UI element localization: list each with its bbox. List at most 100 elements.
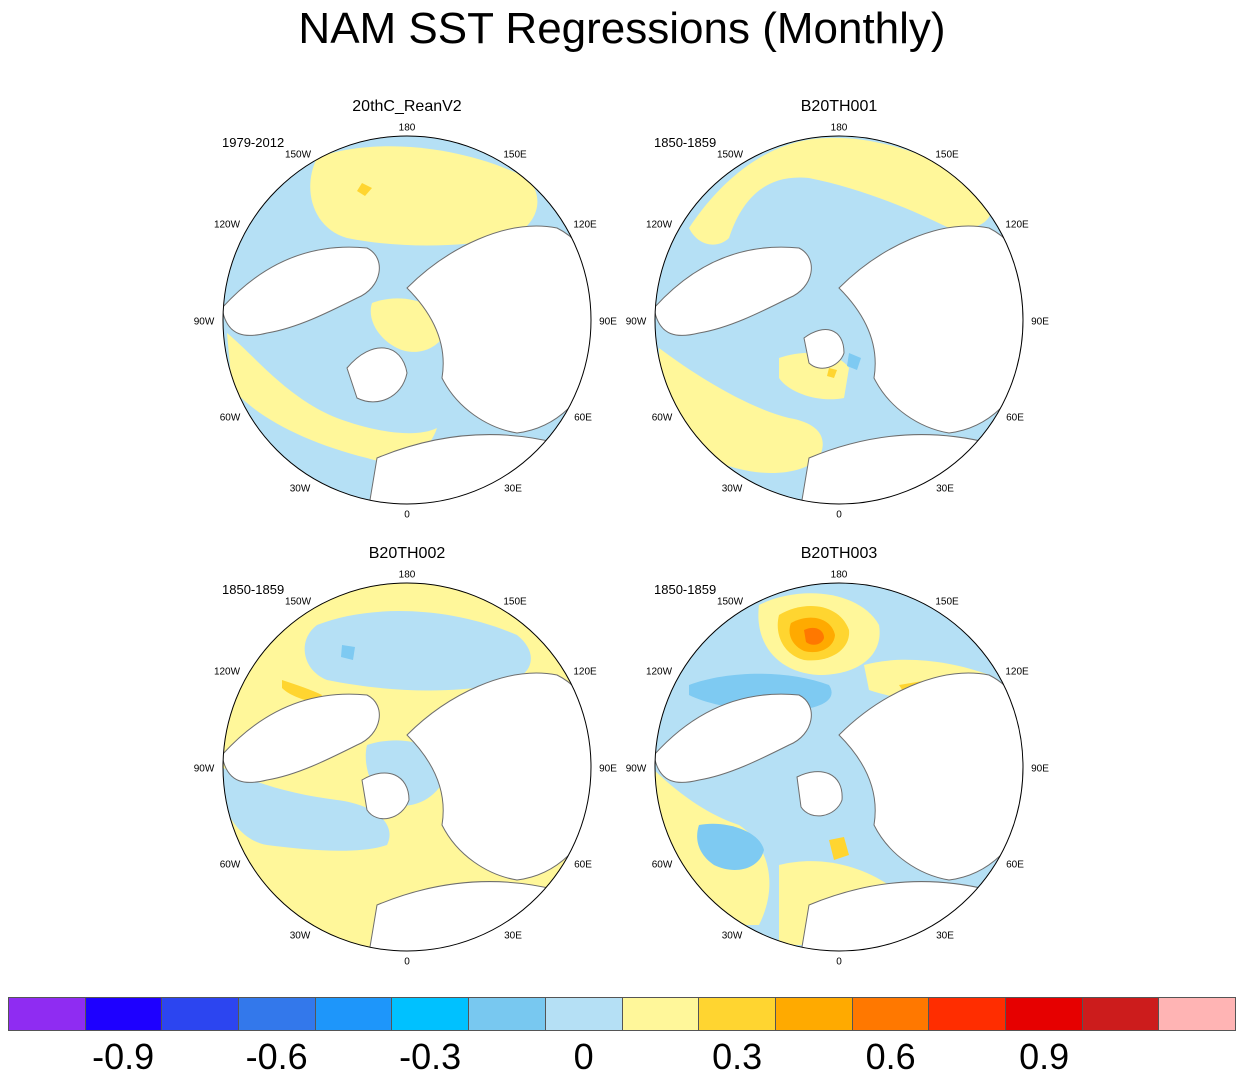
colorbar-label: 0.3	[712, 1036, 763, 1077]
period-label: 1850-1859	[654, 582, 717, 597]
colorbar-swatch	[852, 998, 930, 1030]
period-label: 1979-2012	[222, 135, 285, 150]
lon-label: 30E	[936, 930, 954, 942]
polar-map	[654, 135, 1024, 505]
lon-label: 60E	[574, 412, 592, 424]
lon-label: 120W	[213, 219, 241, 231]
lon-label: 0	[404, 509, 410, 521]
lon-label: 30W	[289, 483, 311, 495]
lon-label: 30E	[504, 930, 522, 942]
colorbar-label: -0.3	[399, 1036, 462, 1077]
figure-title: NAM SST Regressions (Monthly)	[298, 4, 946, 53]
pos-moderate	[827, 368, 837, 378]
positive-anomaly	[310, 146, 538, 246]
lon-label: 30W	[721, 483, 743, 495]
lon-label: 150E	[935, 596, 959, 608]
colorbar-swatch	[622, 998, 700, 1030]
lon-label: 30E	[504, 483, 522, 495]
lon-label: 150W	[284, 596, 312, 608]
map-panel-1: 20thC_ReanV2 1979-2012 180 150E 120E 90E…	[193, 98, 617, 538]
positive-anomaly	[357, 183, 372, 196]
colorbar-swatch	[1159, 998, 1235, 1030]
panel-title: B20TH002	[368, 545, 446, 562]
polar-map	[222, 582, 592, 952]
lon-label: 0	[404, 956, 410, 968]
map-panel-4: B20TH003 1850-1859 180 150E 120E 90E 60E…	[625, 545, 1049, 985]
colorbar-swatch	[162, 998, 240, 1030]
colorbar-swatch	[9, 998, 86, 1030]
lon-label: 120E	[573, 666, 597, 678]
lon-label: 180	[830, 569, 848, 581]
lon-label: 120W	[645, 666, 673, 678]
colorbar	[8, 997, 1236, 1031]
lon-label: 60E	[1006, 859, 1024, 871]
lon-label: 60E	[1006, 412, 1024, 424]
pos-strongest	[804, 627, 824, 645]
lon-label: 180	[398, 122, 416, 134]
pos-moderate	[829, 837, 849, 860]
polar-map	[222, 135, 592, 505]
lon-label: 90E	[599, 316, 617, 328]
lon-label: 180	[830, 122, 848, 134]
lon-label: 150W	[716, 149, 744, 161]
map-panel-3: B20TH002 1850-1859 180 150E 120E 90E 60E…	[193, 545, 617, 985]
colorbar-swatch	[315, 998, 393, 1030]
colorbar-label: -0.6	[245, 1036, 308, 1077]
colorbar-swatch	[699, 998, 776, 1030]
colorbar-swatch	[545, 998, 623, 1030]
colorbar-swatch	[1082, 998, 1160, 1030]
lon-label: 90E	[1031, 763, 1049, 775]
colorbar-swatch	[929, 998, 1006, 1030]
period-label: 1850-1859	[654, 135, 717, 150]
panel-title: 20thC_ReanV2	[352, 98, 462, 115]
colorbar-label: 0	[573, 1036, 594, 1077]
period-label: 1850-1859	[222, 582, 285, 597]
lon-label: 60W	[219, 412, 241, 424]
lon-label: 150W	[716, 596, 744, 608]
lon-label: 120W	[645, 219, 673, 231]
colorbar-swatch	[392, 998, 470, 1030]
colorbar-swatch	[1005, 998, 1083, 1030]
neg-moderate	[341, 645, 355, 660]
panel-title: B20TH001	[800, 98, 878, 115]
lon-label: 90E	[1031, 316, 1049, 328]
lon-label: 150W	[284, 149, 312, 161]
lon-label: 150E	[503, 149, 527, 161]
lon-label: 0	[836, 509, 842, 521]
lon-label: 60W	[651, 412, 673, 424]
lon-label: 90W	[625, 316, 647, 328]
panel-title: B20TH003	[800, 545, 878, 562]
colorbar-label: 0.6	[865, 1036, 916, 1077]
positive-anomaly	[689, 137, 992, 245]
lon-label: 90W	[625, 763, 647, 775]
lon-label: 120W	[213, 666, 241, 678]
map-panel-2: B20TH001 1850-1859 180 150E 120E 90E 60E…	[625, 98, 1049, 538]
lon-label: 60W	[219, 859, 241, 871]
lon-label: 90W	[193, 316, 215, 328]
colorbar-swatch	[775, 998, 853, 1030]
lon-label: 120E	[1005, 666, 1029, 678]
lon-label: 0	[836, 956, 842, 968]
lon-label: 150E	[935, 149, 959, 161]
negative-anomaly	[223, 765, 390, 851]
lon-label: 120E	[573, 219, 597, 231]
colorbar-swatch	[469, 998, 546, 1030]
colorbar-swatch	[85, 998, 163, 1030]
lon-label: 120E	[1005, 219, 1029, 231]
lon-label: 150E	[503, 596, 527, 608]
lon-label: 30W	[289, 930, 311, 942]
negative-anomaly	[304, 611, 531, 691]
lon-label: 60E	[574, 859, 592, 871]
neg-moderate	[847, 353, 861, 370]
lon-label: 90W	[193, 763, 215, 775]
neg-moderate	[697, 823, 764, 870]
pos-moderate	[282, 680, 322, 703]
lon-label: 60W	[651, 859, 673, 871]
colorbar-label: 0.9	[1019, 1036, 1070, 1077]
polar-map	[654, 582, 1024, 952]
colorbar-swatch	[239, 998, 316, 1030]
lon-label: 90E	[599, 763, 617, 775]
lon-label: 30E	[936, 483, 954, 495]
lon-label: 180	[398, 569, 416, 581]
lon-label: 30W	[721, 930, 743, 942]
